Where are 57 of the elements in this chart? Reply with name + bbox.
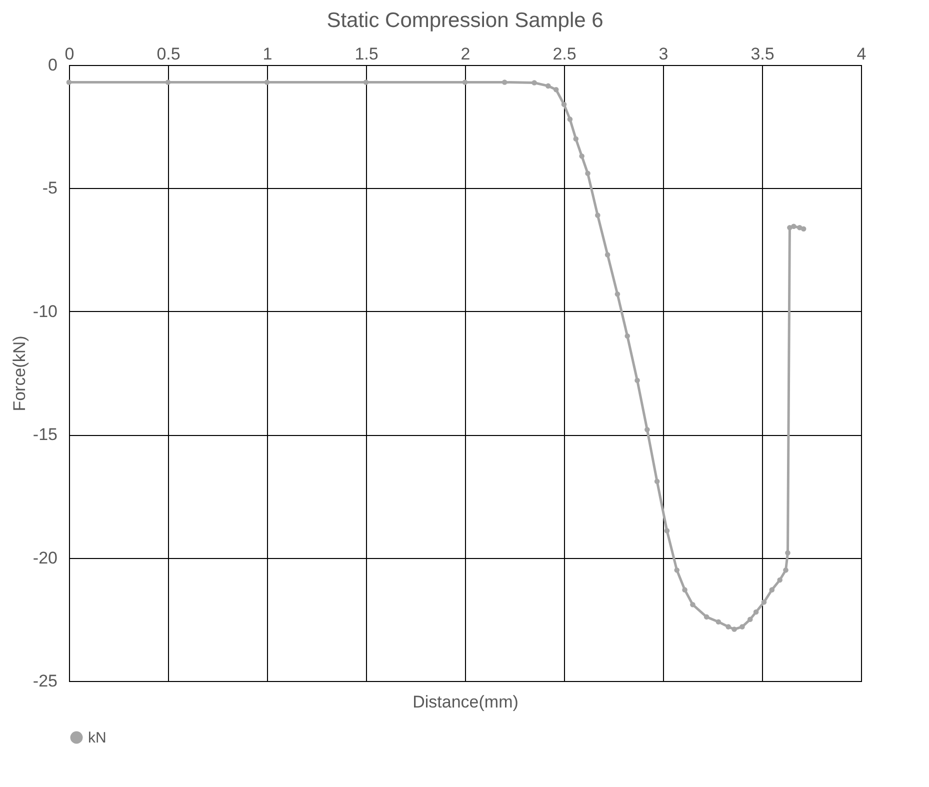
- point: [573, 136, 579, 142]
- point: [264, 80, 270, 85]
- point: [634, 378, 640, 384]
- point: [704, 614, 710, 620]
- point: [800, 226, 806, 232]
- point: [690, 602, 696, 608]
- x-axis-title: Distance(mm): [412, 692, 518, 712]
- y-tick-label: -15: [32, 425, 58, 444]
- y-tick-label: -10: [32, 302, 58, 321]
- point: [462, 80, 468, 85]
- point: [654, 478, 660, 484]
- point: [769, 587, 775, 592]
- point: [785, 550, 790, 556]
- x-tick-label: 0.5: [156, 44, 180, 64]
- legend-label: kN: [88, 730, 106, 746]
- point: [777, 577, 782, 583]
- point: [502, 80, 508, 85]
- point: [595, 212, 600, 218]
- x-tick-label: 3.5: [750, 44, 774, 64]
- point: [674, 567, 680, 573]
- x-tick-label: 3: [658, 44, 668, 64]
- point: [682, 587, 688, 592]
- x-tick-label: 1.5: [354, 44, 378, 64]
- point: [624, 333, 630, 339]
- point: [664, 528, 670, 534]
- y-tick-label: -5: [42, 178, 58, 198]
- point: [579, 154, 584, 159]
- point: [553, 87, 559, 92]
- point: [585, 170, 590, 176]
- point: [165, 80, 171, 85]
- chart-title: Static Compression Sample 6: [326, 9, 604, 32]
- point: [716, 619, 722, 625]
- point: [604, 252, 610, 258]
- point: [726, 624, 731, 630]
- point: [753, 609, 759, 615]
- point: [561, 102, 567, 108]
- x-tick-label: 1: [262, 44, 272, 64]
- y-tick-label: -20: [32, 548, 58, 568]
- point: [740, 624, 745, 630]
- x-tick-label: 2: [460, 44, 470, 64]
- x-tick-label: 2.5: [552, 44, 576, 64]
- point: [614, 292, 620, 297]
- point: [747, 616, 753, 622]
- point: [532, 80, 537, 86]
- point: [66, 80, 72, 85]
- x-tick-label: 4: [856, 44, 866, 64]
- point: [761, 600, 767, 605]
- y-axis-title: Force(kN): [10, 336, 29, 412]
- point: [567, 116, 573, 122]
- point: [783, 567, 788, 573]
- point: [546, 83, 551, 89]
- y-tick-label: -25: [32, 672, 58, 690]
- point: [791, 224, 796, 230]
- point: [363, 80, 369, 85]
- x-tick-label: 0: [64, 44, 74, 64]
- point: [644, 427, 650, 432]
- point: [732, 626, 737, 632]
